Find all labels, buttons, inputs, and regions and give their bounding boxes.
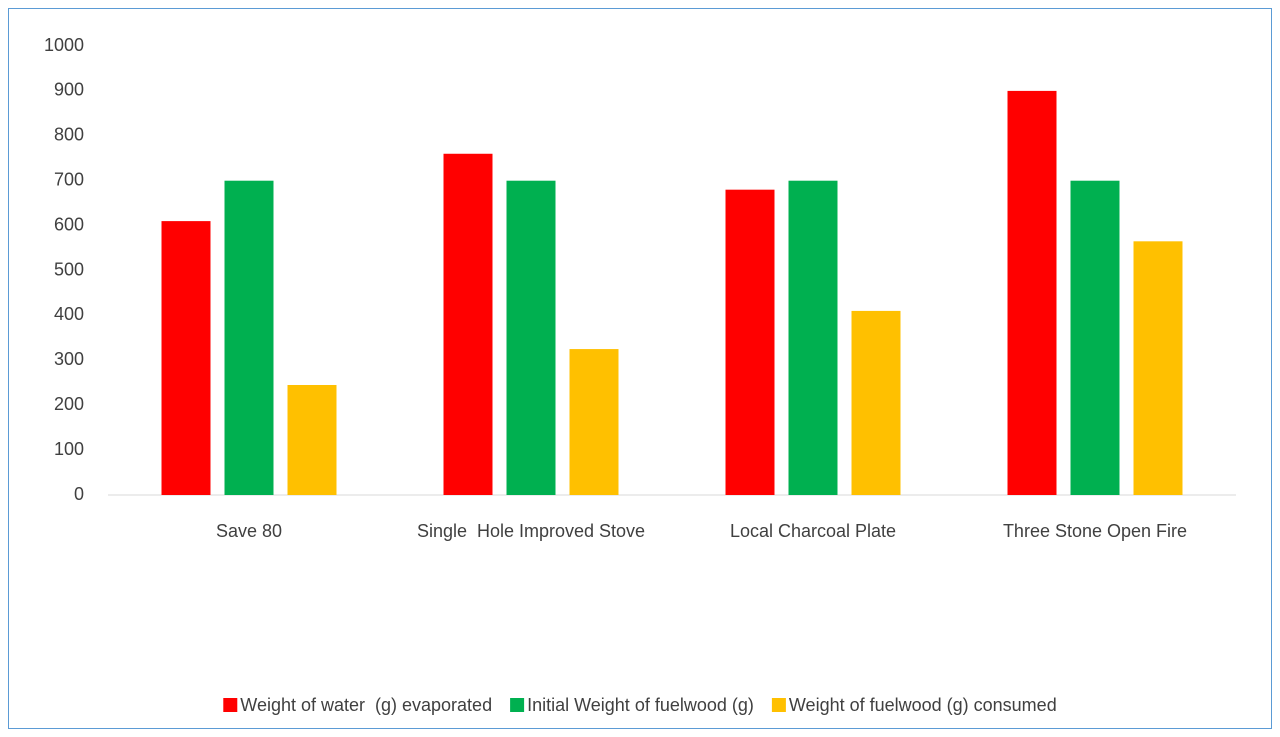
bar	[161, 221, 211, 496]
y-tick-label: 400	[54, 304, 84, 324]
bar	[443, 153, 493, 495]
chart-frame	[8, 8, 1272, 729]
y-tick-label: 100	[54, 439, 84, 459]
y-tick-label: 800	[54, 125, 84, 145]
y-tick-label: 1000	[44, 35, 84, 55]
y-tick-label: 700	[54, 169, 84, 189]
y-tick-label: 500	[54, 259, 84, 279]
x-tick-label: Save 80	[216, 521, 282, 541]
y-tick-label: 0	[74, 484, 84, 504]
y-tick-label: 300	[54, 349, 84, 369]
bar	[725, 189, 775, 495]
bar	[287, 384, 337, 495]
bar	[788, 180, 838, 495]
legend-swatch	[771, 698, 786, 712]
legend-label: Initial Weight of fuelwood (g)	[527, 695, 754, 715]
bar	[1007, 90, 1057, 496]
bar	[1070, 180, 1120, 495]
bar	[506, 180, 556, 495]
bar	[1133, 241, 1183, 495]
legend-swatch	[223, 698, 238, 712]
y-tick-label: 600	[54, 214, 84, 234]
x-tick-label: Three Stone Open Fire	[1003, 521, 1187, 541]
y-tick-label: 900	[54, 80, 84, 100]
x-tick-label: Local Charcoal Plate	[730, 521, 896, 541]
legend-swatch	[510, 698, 525, 712]
bar	[851, 310, 901, 495]
legend: Weight of water (g) evaporated Initial We…	[223, 695, 1057, 715]
y-tick-label: 200	[54, 394, 84, 414]
bar	[569, 349, 619, 495]
x-tick-label: Single Hole Improved Stove	[417, 521, 645, 541]
legend-label: Weight of fuelwood (g) consumed	[789, 695, 1057, 715]
bar	[224, 180, 274, 495]
legend-label: Weight of water (g) evaporated	[240, 695, 492, 715]
